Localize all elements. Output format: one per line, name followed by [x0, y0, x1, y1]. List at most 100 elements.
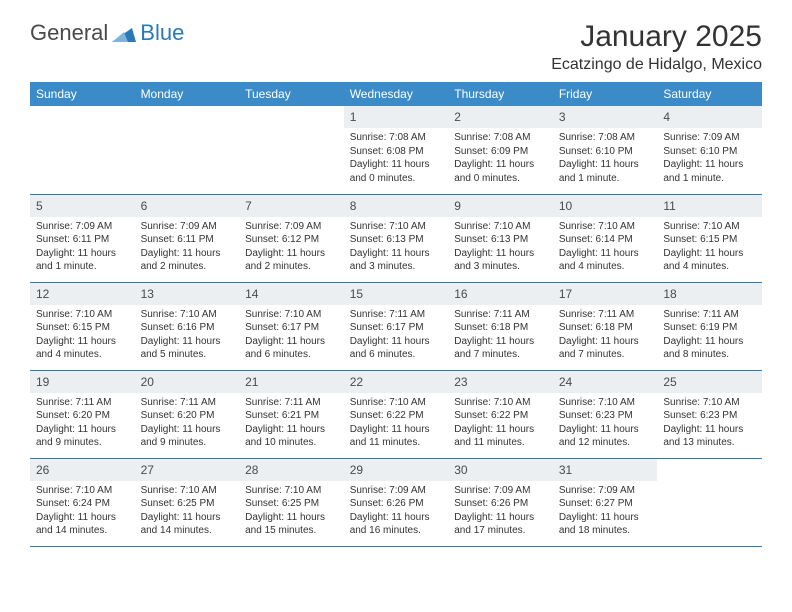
day-details: Sunrise: 7:09 AMSunset: 6:27 PMDaylight:… [553, 481, 658, 542]
calendar-day: . [657, 458, 762, 546]
calendar-day: 3Sunrise: 7:08 AMSunset: 6:10 PMDaylight… [553, 106, 658, 194]
sunrise-text: Sunrise: 7:10 AM [141, 484, 234, 498]
day-details: Sunrise: 7:10 AMSunset: 6:25 PMDaylight:… [135, 481, 240, 542]
sunset-text: Sunset: 6:22 PM [454, 409, 547, 423]
sunset-text: Sunset: 6:16 PM [141, 321, 234, 335]
sunset-text: Sunset: 6:26 PM [454, 497, 547, 511]
daylight-text: Daylight: 11 hours and 16 minutes. [350, 511, 443, 538]
daylight-text: Daylight: 11 hours and 8 minutes. [663, 335, 756, 362]
sunrise-text: Sunrise: 7:10 AM [245, 484, 338, 498]
day-details: Sunrise: 7:09 AMSunset: 6:12 PMDaylight:… [239, 217, 344, 278]
weekday-header: Friday [553, 82, 658, 106]
sunrise-text: Sunrise: 7:09 AM [36, 220, 129, 234]
daylight-text: Daylight: 11 hours and 1 minute. [559, 158, 652, 185]
sunset-text: Sunset: 6:15 PM [663, 233, 756, 247]
day-number: 20 [135, 371, 240, 393]
daylight-text: Daylight: 11 hours and 5 minutes. [141, 335, 234, 362]
calendar-day: 1Sunrise: 7:08 AMSunset: 6:08 PMDaylight… [344, 106, 449, 194]
calendar-week: 5Sunrise: 7:09 AMSunset: 6:11 PMDaylight… [30, 194, 762, 282]
sunset-text: Sunset: 6:17 PM [350, 321, 443, 335]
day-number: 26 [30, 459, 135, 481]
day-number: 23 [448, 371, 553, 393]
calendar-day: 30Sunrise: 7:09 AMSunset: 6:26 PMDayligh… [448, 458, 553, 546]
calendar-day: 11Sunrise: 7:10 AMSunset: 6:15 PMDayligh… [657, 194, 762, 282]
day-number: 9 [448, 195, 553, 217]
day-number: 30 [448, 459, 553, 481]
daylight-text: Daylight: 11 hours and 0 minutes. [454, 158, 547, 185]
calendar-week: ...1Sunrise: 7:08 AMSunset: 6:08 PMDayli… [30, 106, 762, 194]
daylight-text: Daylight: 11 hours and 3 minutes. [454, 247, 547, 274]
calendar-week: 19Sunrise: 7:11 AMSunset: 6:20 PMDayligh… [30, 370, 762, 458]
day-number: 8 [344, 195, 449, 217]
day-number: 18 [657, 283, 762, 305]
daylight-text: Daylight: 11 hours and 4 minutes. [559, 247, 652, 274]
sunrise-text: Sunrise: 7:09 AM [245, 220, 338, 234]
sunset-text: Sunset: 6:25 PM [141, 497, 234, 511]
sunset-text: Sunset: 6:20 PM [141, 409, 234, 423]
sunrise-text: Sunrise: 7:10 AM [559, 396, 652, 410]
weekday-header: Tuesday [239, 82, 344, 106]
calendar-day: 28Sunrise: 7:10 AMSunset: 6:25 PMDayligh… [239, 458, 344, 546]
calendar-day: 9Sunrise: 7:10 AMSunset: 6:13 PMDaylight… [448, 194, 553, 282]
sunset-text: Sunset: 6:13 PM [350, 233, 443, 247]
calendar-table: SundayMondayTuesdayWednesdayThursdayFrid… [30, 82, 762, 547]
calendar-day: 12Sunrise: 7:10 AMSunset: 6:15 PMDayligh… [30, 282, 135, 370]
day-details: Sunrise: 7:10 AMSunset: 6:23 PMDaylight:… [553, 393, 658, 454]
daylight-text: Daylight: 11 hours and 9 minutes. [141, 423, 234, 450]
calendar-day: 27Sunrise: 7:10 AMSunset: 6:25 PMDayligh… [135, 458, 240, 546]
calendar-day: . [239, 106, 344, 194]
day-details: Sunrise: 7:10 AMSunset: 6:23 PMDaylight:… [657, 393, 762, 454]
sunrise-text: Sunrise: 7:09 AM [559, 484, 652, 498]
brand-name-1: General [30, 20, 108, 46]
daylight-text: Daylight: 11 hours and 4 minutes. [663, 247, 756, 274]
day-number: 14 [239, 283, 344, 305]
calendar-day: 8Sunrise: 7:10 AMSunset: 6:13 PMDaylight… [344, 194, 449, 282]
day-details: Sunrise: 7:11 AMSunset: 6:20 PMDaylight:… [135, 393, 240, 454]
day-number: 24 [553, 371, 658, 393]
daylight-text: Daylight: 11 hours and 9 minutes. [36, 423, 129, 450]
calendar-day: 5Sunrise: 7:09 AMSunset: 6:11 PMDaylight… [30, 194, 135, 282]
day-details: Sunrise: 7:10 AMSunset: 6:22 PMDaylight:… [344, 393, 449, 454]
calendar-day: 29Sunrise: 7:09 AMSunset: 6:26 PMDayligh… [344, 458, 449, 546]
triangle-icon [112, 24, 136, 42]
day-number: 28 [239, 459, 344, 481]
day-details: Sunrise: 7:11 AMSunset: 6:20 PMDaylight:… [30, 393, 135, 454]
day-number: 4 [657, 106, 762, 128]
day-number: 21 [239, 371, 344, 393]
daylight-text: Daylight: 11 hours and 6 minutes. [350, 335, 443, 362]
sunrise-text: Sunrise: 7:11 AM [245, 396, 338, 410]
sunset-text: Sunset: 6:17 PM [245, 321, 338, 335]
day-details: Sunrise: 7:11 AMSunset: 6:18 PMDaylight:… [448, 305, 553, 366]
location: Ecatzingo de Hidalgo, Mexico [551, 56, 762, 74]
day-number: 12 [30, 283, 135, 305]
day-details: Sunrise: 7:09 AMSunset: 6:26 PMDaylight:… [344, 481, 449, 542]
daylight-text: Daylight: 11 hours and 11 minutes. [454, 423, 547, 450]
day-number: 3 [553, 106, 658, 128]
day-details: Sunrise: 7:10 AMSunset: 6:25 PMDaylight:… [239, 481, 344, 542]
day-details: Sunrise: 7:11 AMSunset: 6:18 PMDaylight:… [553, 305, 658, 366]
day-number: 5 [30, 195, 135, 217]
day-number: 22 [344, 371, 449, 393]
sunrise-text: Sunrise: 7:10 AM [454, 220, 547, 234]
day-details: Sunrise: 7:08 AMSunset: 6:08 PMDaylight:… [344, 128, 449, 189]
sunset-text: Sunset: 6:09 PM [454, 145, 547, 159]
day-number: 17 [553, 283, 658, 305]
sunset-text: Sunset: 6:19 PM [663, 321, 756, 335]
calendar-day: 22Sunrise: 7:10 AMSunset: 6:22 PMDayligh… [344, 370, 449, 458]
sunrise-text: Sunrise: 7:09 AM [350, 484, 443, 498]
day-details: Sunrise: 7:09 AMSunset: 6:11 PMDaylight:… [30, 217, 135, 278]
day-number: 15 [344, 283, 449, 305]
sunrise-text: Sunrise: 7:11 AM [36, 396, 129, 410]
sunset-text: Sunset: 6:20 PM [36, 409, 129, 423]
day-number: 31 [553, 459, 658, 481]
sunset-text: Sunset: 6:22 PM [350, 409, 443, 423]
weekday-row: SundayMondayTuesdayWednesdayThursdayFrid… [30, 82, 762, 106]
sunset-text: Sunset: 6:25 PM [245, 497, 338, 511]
day-number: 19 [30, 371, 135, 393]
day-details: Sunrise: 7:08 AMSunset: 6:09 PMDaylight:… [448, 128, 553, 189]
day-number: 27 [135, 459, 240, 481]
day-number: 13 [135, 283, 240, 305]
calendar-day: 25Sunrise: 7:10 AMSunset: 6:23 PMDayligh… [657, 370, 762, 458]
sunrise-text: Sunrise: 7:11 AM [663, 308, 756, 322]
calendar-day: 13Sunrise: 7:10 AMSunset: 6:16 PMDayligh… [135, 282, 240, 370]
